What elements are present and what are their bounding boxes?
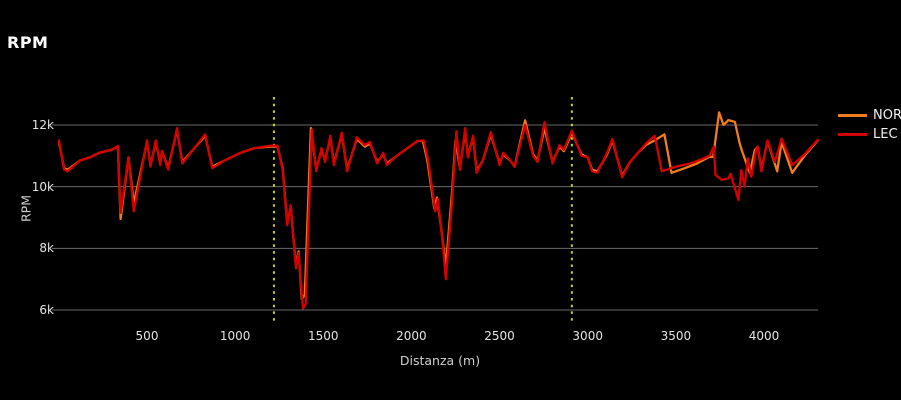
y-tick-12k: 12k [31, 118, 54, 132]
x-tick-3500: 3500 [660, 329, 692, 343]
x-axis-label: Distanza (m) [399, 353, 481, 368]
x-tick-2500: 2500 [484, 329, 515, 343]
y-axis-label: RPM [18, 195, 34, 223]
x-tick-2000: 2000 [396, 329, 427, 343]
series-line-lec [57, 120, 819, 310]
x-tick-1000: 1000 [219, 329, 251, 343]
legend-line-icon [838, 114, 867, 117]
y-tick-6k: 6k [39, 303, 54, 317]
y-tick-8k: 8k [39, 241, 54, 256]
legend-label: NOR [873, 108, 901, 123]
page-title: RPM [7, 33, 49, 52]
x-tick-1500: 1500 [308, 329, 339, 343]
x-tick-3000: 3000 [572, 329, 603, 343]
legend-item-lec: LEC [838, 125, 901, 144]
y-tick-10k: 10k [31, 179, 54, 194]
legend: NOR LEC [838, 106, 901, 144]
legend-item-nor: NOR [838, 106, 901, 125]
x-tick-4000: 4000 [748, 329, 780, 343]
legend-label: LEC [873, 127, 898, 142]
legend-line-icon [838, 133, 867, 136]
x-tick-500: 500 [135, 329, 159, 343]
